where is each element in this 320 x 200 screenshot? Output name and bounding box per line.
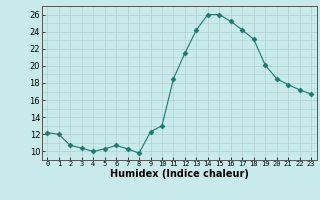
X-axis label: Humidex (Indice chaleur): Humidex (Indice chaleur) bbox=[110, 169, 249, 179]
